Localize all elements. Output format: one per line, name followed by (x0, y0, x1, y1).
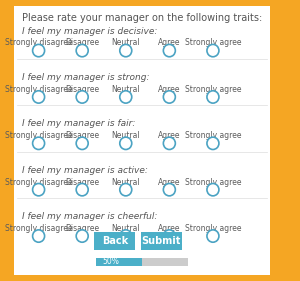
Text: Agree: Agree (158, 38, 181, 47)
Text: Please rate your manager on the following traits:: Please rate your manager on the followin… (22, 13, 262, 23)
Text: Disagree: Disagree (65, 131, 99, 140)
Text: Disagree: Disagree (65, 224, 99, 233)
Circle shape (207, 91, 219, 103)
Text: Agree: Agree (158, 85, 181, 94)
Circle shape (207, 137, 219, 149)
Circle shape (120, 91, 132, 103)
FancyBboxPatch shape (141, 232, 182, 250)
Text: Strongly agree: Strongly agree (185, 131, 241, 140)
Text: Back: Back (102, 236, 128, 246)
Text: Strongly disagree: Strongly disagree (5, 178, 72, 187)
Text: Disagree: Disagree (65, 85, 99, 94)
Circle shape (207, 183, 219, 196)
Circle shape (76, 230, 88, 242)
Text: Disagree: Disagree (65, 38, 99, 47)
Text: Neutral: Neutral (112, 224, 140, 233)
Circle shape (33, 91, 45, 103)
Circle shape (76, 183, 88, 196)
Circle shape (207, 230, 219, 242)
Circle shape (76, 137, 88, 149)
Text: Strongly agree: Strongly agree (185, 178, 241, 187)
Circle shape (164, 183, 175, 196)
Circle shape (164, 230, 175, 242)
Text: Strongly agree: Strongly agree (185, 38, 241, 47)
Text: Disagree: Disagree (65, 178, 99, 187)
Circle shape (120, 183, 132, 196)
FancyBboxPatch shape (96, 258, 142, 266)
Text: 50%: 50% (103, 257, 119, 266)
Text: Neutral: Neutral (112, 85, 140, 94)
Circle shape (164, 137, 175, 149)
Text: Strongly disagree: Strongly disagree (5, 38, 72, 47)
FancyBboxPatch shape (96, 258, 188, 266)
Circle shape (76, 44, 88, 57)
Text: Neutral: Neutral (112, 131, 140, 140)
Text: Strongly agree: Strongly agree (185, 224, 241, 233)
Text: Strongly disagree: Strongly disagree (5, 85, 72, 94)
Text: Agree: Agree (158, 131, 181, 140)
Text: I feel my manager is fair:: I feel my manager is fair: (22, 119, 136, 128)
Text: I feel my manager is strong:: I feel my manager is strong: (22, 73, 150, 82)
Circle shape (33, 183, 45, 196)
Text: I feel my manager is cheerful:: I feel my manager is cheerful: (22, 212, 158, 221)
Circle shape (164, 91, 175, 103)
Circle shape (120, 44, 132, 57)
Text: Submit: Submit (142, 236, 181, 246)
Text: I feel my manager is active:: I feel my manager is active: (22, 166, 148, 175)
Circle shape (33, 44, 45, 57)
Text: Strongly disagree: Strongly disagree (5, 224, 72, 233)
Text: Neutral: Neutral (112, 178, 140, 187)
Circle shape (33, 230, 45, 242)
FancyBboxPatch shape (14, 6, 270, 275)
Text: Strongly agree: Strongly agree (185, 85, 241, 94)
Text: Agree: Agree (158, 224, 181, 233)
Circle shape (120, 137, 132, 149)
Text: I feel my manager is decisive:: I feel my manager is decisive: (22, 27, 158, 36)
FancyBboxPatch shape (94, 232, 135, 250)
Circle shape (207, 44, 219, 57)
Circle shape (76, 91, 88, 103)
Text: Strongly disagree: Strongly disagree (5, 131, 72, 140)
Text: Agree: Agree (158, 178, 181, 187)
Text: Neutral: Neutral (112, 38, 140, 47)
Circle shape (164, 44, 175, 57)
Circle shape (33, 137, 45, 149)
Circle shape (120, 230, 132, 242)
